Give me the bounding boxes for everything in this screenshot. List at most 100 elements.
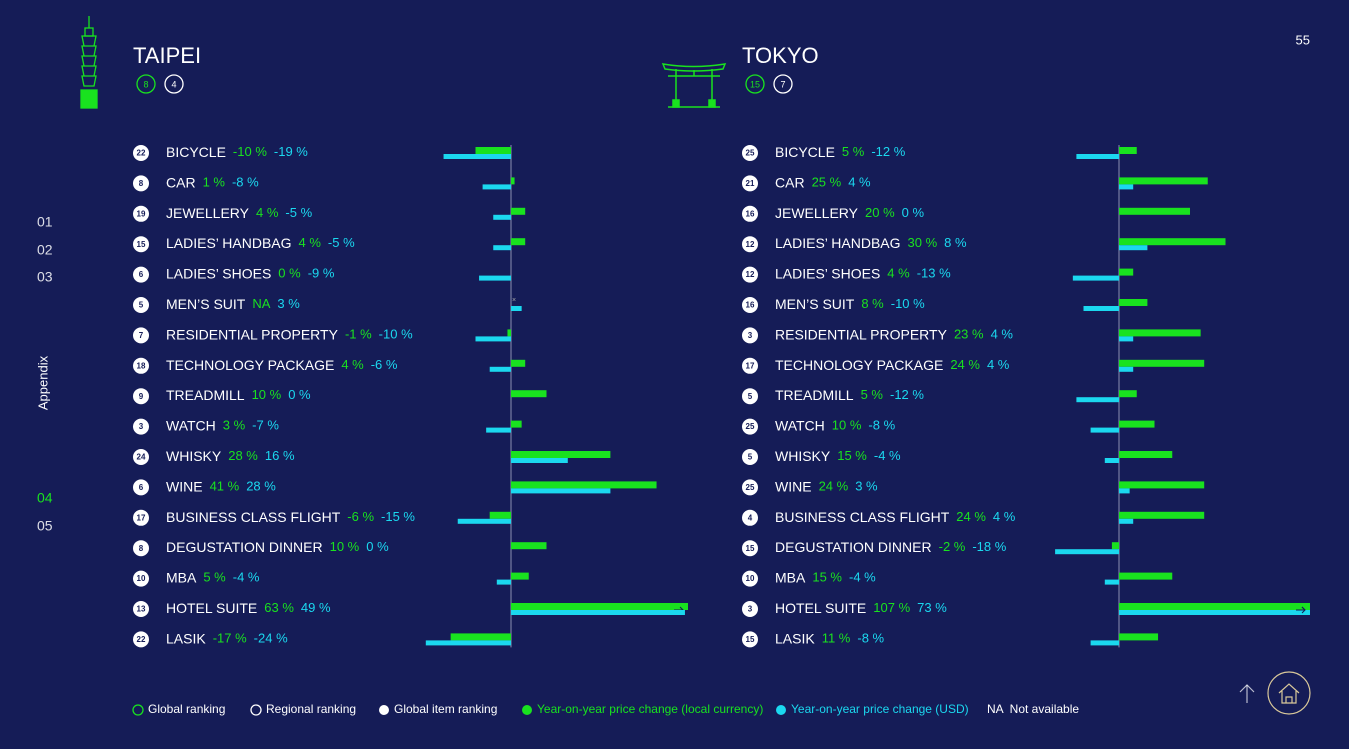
item-name: WINE [166, 478, 203, 494]
item-rank: 12 [746, 240, 755, 249]
item-name: WATCH [166, 417, 216, 433]
usd-change: -18 % [972, 540, 1006, 555]
item-row: MBA 15 % -4 % [775, 569, 876, 585]
legend-swatch [776, 705, 786, 715]
item-name: JEWELLERY [166, 205, 250, 221]
local-bar [511, 420, 522, 428]
local-bar [511, 177, 515, 185]
local-change: 25 % [812, 175, 842, 190]
usd-bar [511, 306, 522, 311]
item-name: CAR [775, 174, 805, 190]
usd-bar [1119, 366, 1134, 372]
item-rank-badge [133, 357, 149, 374]
usd-change: -8 % [868, 418, 895, 433]
usd-bar [1076, 154, 1119, 159]
item-rank: 15 [746, 635, 755, 644]
local-change: 24 % [950, 357, 980, 372]
item-rank: 19 [137, 209, 146, 218]
item-rank: 16 [746, 209, 755, 218]
local-change: -10 % [233, 144, 267, 159]
local-bar [511, 572, 529, 580]
local-bar [511, 238, 526, 246]
local-change: NA [252, 296, 270, 311]
local-change: 10 % [832, 418, 862, 433]
usd-bar [496, 579, 511, 585]
nav-item[interactable]: 01 [37, 214, 53, 230]
usd-bar [1119, 184, 1134, 190]
usd-bar [1072, 275, 1119, 281]
nav-item[interactable]: 02 [37, 242, 53, 258]
item-row: RESIDENTIAL PROPERTY 23 % 4 % [775, 326, 1013, 342]
item-name: HOTEL SUITE [166, 600, 257, 616]
item-name: JEWELLERY [775, 205, 859, 221]
legend-swatch [379, 705, 389, 715]
item-row: CAR 1 % -8 % [166, 174, 259, 190]
nav-item[interactable]: 03 [37, 269, 53, 285]
item-row: MBA 5 % -4 % [166, 569, 260, 585]
item-rank: 10 [137, 574, 146, 583]
item-rank: 10 [746, 574, 755, 583]
usd-bar [1104, 458, 1119, 463]
item-rank: 15 [746, 544, 755, 553]
item-row: MEN’S SUIT 8 % -10 % [775, 296, 925, 312]
usd-bar [489, 366, 511, 372]
item-rank: 22 [137, 149, 146, 158]
nav-appendix[interactable]: Appendix [35, 355, 50, 410]
item-name: HOTEL SUITE [775, 600, 866, 616]
nav-item[interactable]: 04 [37, 490, 53, 506]
item-row: TREADMILL 5 % -12 % [775, 387, 924, 403]
legend: Global ranking Regional ranking Global i… [132, 702, 1079, 716]
usd-bar [1119, 488, 1130, 494]
item-rank: 3 [139, 422, 144, 431]
usd-bar [1076, 397, 1119, 403]
item-name: RESIDENTIAL PROPERTY [166, 326, 339, 342]
item-rank: 16 [746, 301, 755, 310]
item-row: MEN’S SUIT NA 3 % [166, 296, 300, 312]
local-bar [1119, 603, 1310, 610]
local-change: 3 % [223, 418, 246, 433]
item-row: WATCH 10 % -8 % [775, 417, 896, 433]
usd-change: 3 % [277, 296, 300, 311]
usd-change: 3 % [855, 479, 878, 494]
item-name: TECHNOLOGY PACKAGE [775, 357, 943, 373]
nav-item[interactable]: 05 [37, 518, 53, 534]
item-name: MBA [166, 569, 197, 585]
item-rank-badge [133, 509, 149, 526]
item-rank-badge [742, 266, 758, 283]
item-row: BICYCLE -10 % -19 % [166, 144, 308, 160]
item-rank: 18 [137, 361, 146, 370]
item-name: BUSINESS CLASS FLIGHT [166, 509, 341, 525]
regional-ranking-badge [773, 74, 793, 94]
legend-label: Year-on-year price change (USD) [791, 702, 969, 716]
local-bar [1119, 390, 1137, 398]
item-name: LADIES’ SHOES [775, 265, 880, 281]
item-rank-badge [742, 236, 758, 253]
usd-bar [1083, 306, 1119, 311]
local-bar [489, 511, 511, 519]
local-bar [511, 481, 657, 489]
local-change: 4 % [299, 236, 322, 251]
up-button[interactable] [1239, 684, 1255, 703]
usd-change: -4 % [849, 570, 876, 585]
item-rank-badge [133, 479, 149, 496]
item-row: WINE 24 % 3 % [775, 478, 878, 494]
item-name: MEN’S SUIT [166, 296, 246, 312]
item-rank-badge [133, 175, 149, 192]
local-bar [1111, 542, 1119, 550]
usd-change: -4 % [233, 570, 260, 585]
item-rank: 25 [746, 149, 755, 158]
local-bar [450, 633, 511, 641]
usd-change: -19 % [274, 144, 308, 159]
home-button[interactable] [1267, 671, 1311, 715]
local-bar [511, 603, 688, 610]
item-row: DEGUSTATION DINNER -2 % -18 % [775, 539, 1007, 555]
item-rank-badge [742, 327, 758, 344]
regional-ranking: 4 [171, 79, 176, 89]
usd-bar [1119, 245, 1148, 251]
legend-swatch [132, 704, 144, 716]
item-rank: 13 [137, 605, 146, 614]
item-rank-badge [742, 570, 758, 587]
local-change: 4 % [256, 205, 279, 220]
usd-change: -7 % [252, 418, 279, 433]
